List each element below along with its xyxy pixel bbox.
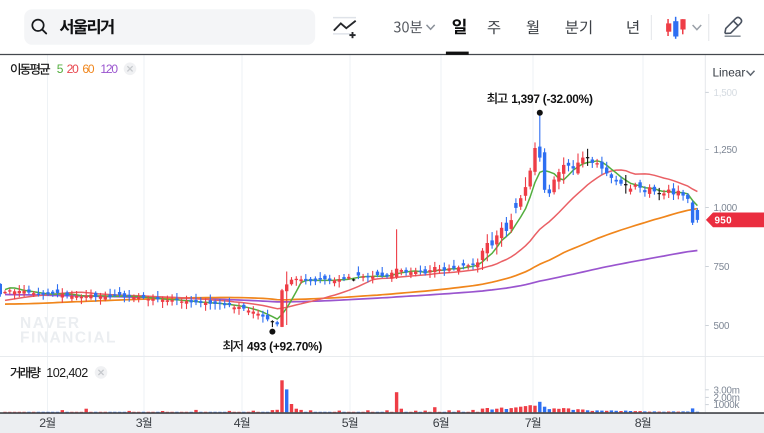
svg-text:120: 120	[100, 62, 118, 76]
svg-text:1,500: 1,500	[714, 88, 738, 99]
svg-text:950: 950	[715, 215, 733, 226]
svg-text:1,000: 1,000	[714, 203, 738, 214]
svg-text:NAVER: NAVER	[20, 315, 81, 332]
svg-text:1,250: 1,250	[714, 145, 738, 156]
svg-text:2.00m: 2.00m	[714, 393, 740, 404]
svg-text:102,402: 102,402	[46, 366, 88, 380]
svg-text:20: 20	[67, 62, 79, 76]
svg-text:FINANCIAL: FINANCIAL	[20, 330, 117, 347]
svg-text:5: 5	[342, 416, 349, 430]
svg-text:1,397 (-32.00%): 1,397 (-32.00%)	[511, 92, 593, 106]
svg-text:493 (+92.70%): 493 (+92.70%)	[247, 339, 322, 353]
svg-text:5: 5	[57, 62, 64, 76]
svg-text:2: 2	[39, 416, 46, 430]
svg-text:3: 3	[136, 416, 143, 430]
svg-text:3.00m: 3.00m	[714, 385, 740, 396]
svg-text:60: 60	[82, 62, 94, 76]
svg-text:8: 8	[635, 416, 642, 430]
svg-text:7: 7	[525, 416, 532, 430]
svg-text:6: 6	[433, 416, 440, 430]
svg-text:750: 750	[714, 262, 730, 273]
svg-text:4: 4	[234, 416, 241, 430]
svg-text:1000k: 1000k	[714, 400, 740, 411]
svg-text:500: 500	[714, 321, 730, 332]
svg-text:Linear: Linear	[713, 66, 746, 80]
